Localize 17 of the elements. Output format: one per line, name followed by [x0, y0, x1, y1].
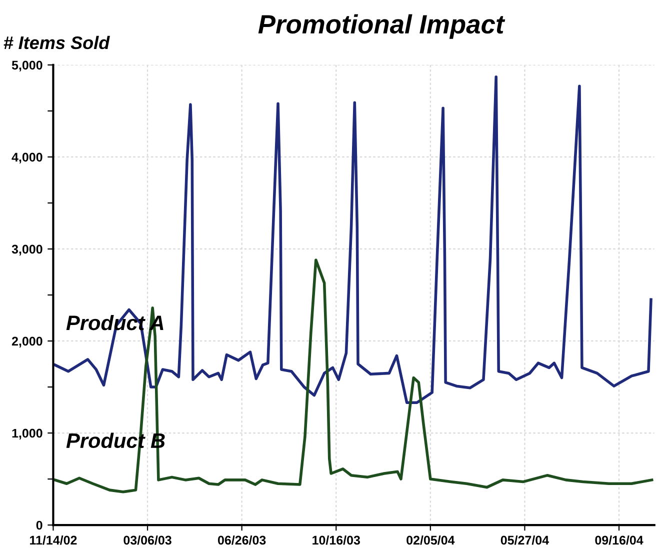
- chart-title: Promotional Impact: [258, 14, 506, 39]
- x-tick-label: 09/16/04: [595, 535, 644, 545]
- y-tick-label: 1,000: [12, 428, 42, 440]
- y-axis-title: # Items Sold: [4, 36, 110, 50]
- line-series: [54, 258, 654, 494]
- y-tick-label: 3,000: [12, 244, 42, 256]
- x-tick-label: 06/26/03: [218, 535, 266, 545]
- y-tick-label: 2,000: [12, 336, 42, 348]
- x-tick-label: 03/06/03: [124, 535, 172, 545]
- x-tick-label: 11/14/02: [30, 535, 77, 545]
- x-tick-label: 05/27/04: [500, 535, 549, 545]
- y-tick-label: 4,000: [12, 152, 42, 164]
- y-tick-label: 5,000: [12, 60, 42, 72]
- line-series: [54, 76, 652, 404]
- y-tick-label: 0: [36, 520, 42, 530]
- x-tick-label: 10/16/03: [312, 535, 360, 545]
- x-tick-label: 02/05/04: [406, 535, 455, 545]
